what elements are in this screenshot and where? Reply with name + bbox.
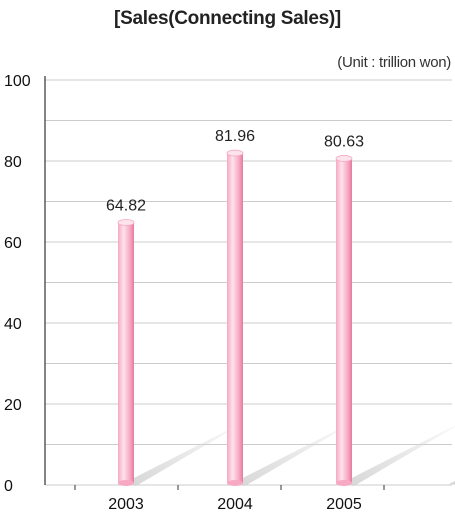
bar-cap [335, 155, 353, 162]
y-tick-label: 40 [4, 316, 22, 333]
bar-2005 [336, 158, 352, 484]
x-tick-label: 2004 [217, 496, 253, 513]
bar-2004 [227, 153, 243, 483]
chart-title: [Sales(Connecting Sales)] [114, 8, 341, 29]
bar-shadow [340, 426, 455, 486]
bar-cap [117, 219, 135, 226]
bar-2003 [118, 222, 134, 483]
y-tick-label: 100 [4, 73, 31, 90]
value-label: 81.96 [215, 128, 255, 145]
y-tick-label: 60 [4, 235, 22, 252]
bar-shadow [231, 425, 349, 486]
y-tick-label: 0 [4, 478, 13, 495]
bar-base [227, 480, 243, 486]
bar-cap [226, 149, 244, 157]
unit-note: (Unit : trillion won) [337, 54, 451, 71]
bar-base [336, 480, 352, 486]
value-label: 80.63 [324, 133, 364, 150]
bar-shadow [449, 480, 455, 485]
y-tick-label: 20 [4, 397, 22, 414]
bar-base [118, 480, 134, 486]
value-label: 64.82 [106, 197, 146, 214]
bar-shadow [122, 425, 240, 486]
x-tick-label: 2005 [326, 496, 362, 513]
y-tick-label: 80 [4, 154, 22, 171]
x-tick-label: 2003 [108, 496, 144, 513]
